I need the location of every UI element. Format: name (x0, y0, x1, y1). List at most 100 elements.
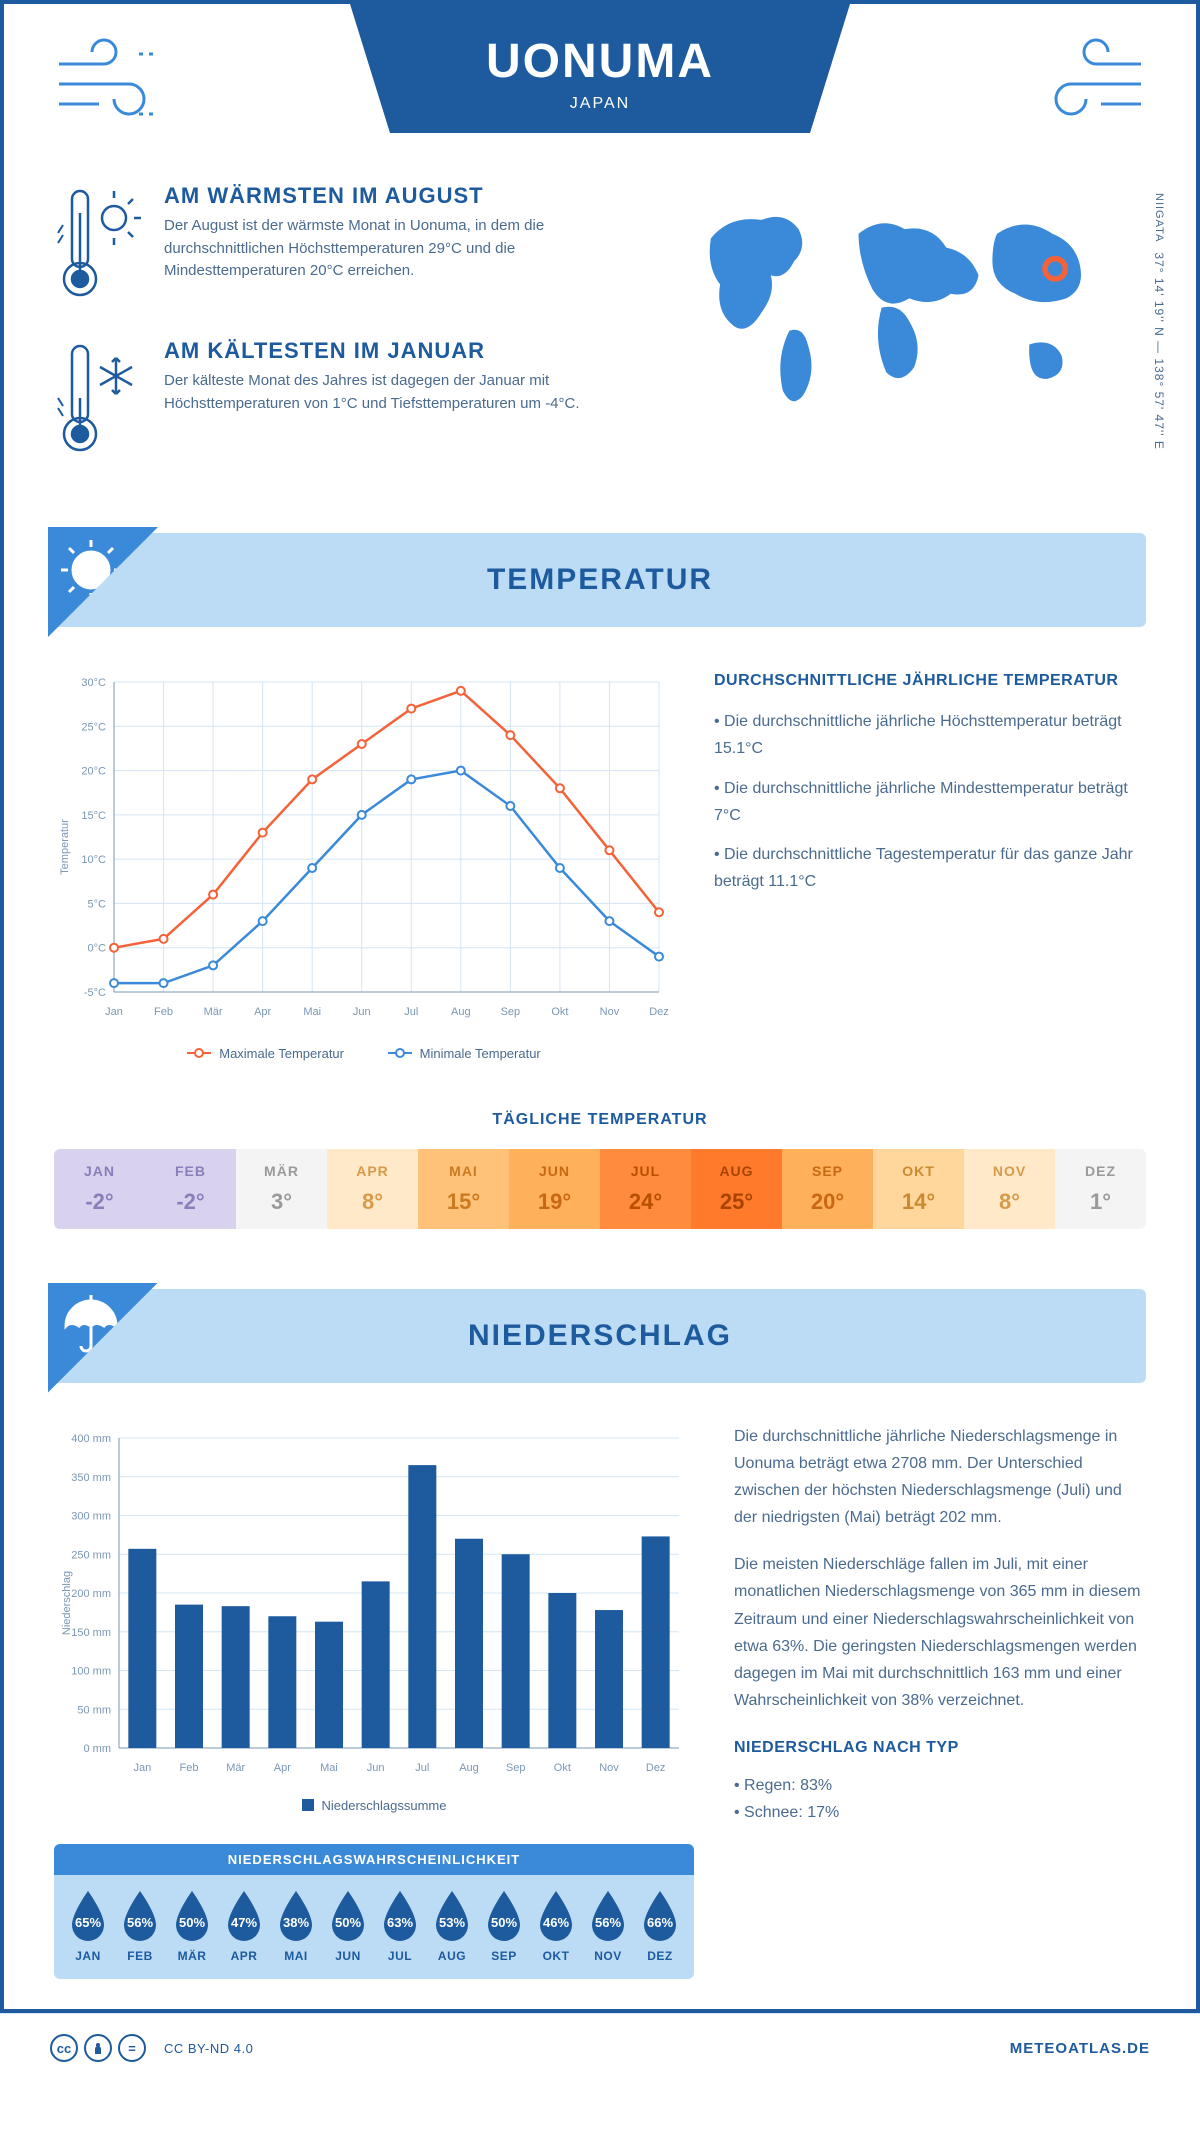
daily-cell: MÄR3° (236, 1149, 327, 1229)
svg-text:Niederschlag: Niederschlag (61, 1570, 73, 1634)
daily-temp-title: TÄGLICHE TEMPERATUR (54, 1111, 1146, 1129)
svg-text:-5°C: -5°C (84, 987, 106, 999)
svg-text:Sep: Sep (501, 1006, 521, 1018)
svg-text:Aug: Aug (459, 1762, 479, 1774)
coordinates: NIIGATA37° 14' 19'' N — 138° 57' 47'' E (1152, 193, 1166, 450)
svg-text:Jan: Jan (105, 1006, 123, 1018)
svg-text:Jan: Jan (133, 1762, 151, 1774)
svg-text:20°C: 20°C (81, 766, 106, 778)
svg-text:Mär: Mär (204, 1006, 223, 1018)
temperature-title: TEMPERATUR (74, 563, 1126, 597)
cc-icon: cc (50, 2034, 78, 2062)
daily-cell: SEP20° (782, 1149, 873, 1229)
country-subtitle: JAPAN (370, 95, 830, 113)
svg-text:0°C: 0°C (88, 943, 107, 955)
svg-text:Apr: Apr (254, 1006, 271, 1018)
precip-paragraph-2: Die meisten Niederschläge fallen im Juli… (734, 1551, 1146, 1714)
svg-text:Jul: Jul (415, 1762, 429, 1774)
daily-temp-grid: JAN-2°FEB-2°MÄR3°APR8°MAI15°JUN19°JUL24°… (54, 1149, 1146, 1229)
temperature-section-banner: TEMPERATUR (54, 533, 1146, 627)
svg-text:Okt: Okt (554, 1762, 571, 1774)
footer: cc = CC BY-ND 4.0 METEOATLAS.DE (0, 2013, 1200, 2082)
svg-text:50 mm: 50 mm (77, 1704, 111, 1716)
svg-text:Apr: Apr (274, 1762, 291, 1774)
svg-text:5°C: 5°C (88, 898, 107, 910)
svg-text:Okt: Okt (551, 1006, 568, 1018)
daily-cell: OKT14° (873, 1149, 964, 1229)
svg-text:Sep: Sep (506, 1762, 526, 1774)
svg-text:300 mm: 300 mm (71, 1510, 111, 1522)
thermometer-snow-icon (54, 338, 144, 458)
svg-text:400 mm: 400 mm (71, 1433, 111, 1445)
svg-text:Jun: Jun (353, 1006, 371, 1018)
temperature-line-chart: -5°C 0°C 5°C 10°C 15°C 20°C 25°C 30°C Jan Feb Mär A… (54, 667, 674, 1027)
svg-text:10°C: 10°C (81, 854, 106, 866)
drop-cell: 46% OKT (532, 1889, 580, 1963)
by-icon (84, 2034, 112, 2062)
coldest-fact: AM KÄLTESTEN IM JANUAR Der kälteste Mona… (54, 338, 605, 463)
precip-bar-chart: 0 mm50 mm100 mm150 mm200 mm250 mm300 mm3… (54, 1423, 694, 1783)
svg-text:100 mm: 100 mm (71, 1665, 111, 1677)
svg-text:Mai: Mai (320, 1762, 338, 1774)
svg-text:15°C: 15°C (81, 810, 106, 822)
svg-text:Nov: Nov (599, 1762, 619, 1774)
daily-cell: AUG25° (691, 1149, 782, 1229)
svg-text:Jun: Jun (367, 1762, 385, 1774)
svg-text:Jul: Jul (404, 1006, 418, 1018)
svg-text:Temperatur: Temperatur (59, 819, 71, 875)
temp-bullet-2: • Die durchschnittliche jährliche Mindes… (714, 775, 1146, 829)
precip-prob-title: NIEDERSCHLAGSWAHRSCHEINLICHKEIT (54, 1844, 694, 1875)
precip-snow: • Schnee: 17% (734, 1799, 1146, 1826)
city-title: UONUMA (370, 34, 830, 89)
daily-cell: DEZ1° (1055, 1149, 1146, 1229)
svg-text:Feb: Feb (154, 1006, 173, 1018)
daily-cell: JAN-2° (54, 1149, 145, 1229)
svg-text:Feb: Feb (180, 1762, 199, 1774)
precip-section-banner: NIEDERSCHLAG (54, 1289, 1146, 1383)
footer-brand: METEOATLAS.DE (1010, 2040, 1150, 2057)
precip-type-title: NIEDERSCHLAG NACH TYP (734, 1734, 1146, 1761)
daily-cell: JUL24° (600, 1149, 691, 1229)
drop-cell: 50% JUN (324, 1889, 372, 1963)
svg-text:350 mm: 350 mm (71, 1471, 111, 1483)
daily-cell: NOV8° (964, 1149, 1055, 1229)
wind-icon (1026, 34, 1146, 134)
license-text: CC BY-ND 4.0 (164, 2041, 253, 2056)
warmest-text: Der August ist der wärmste Monat in Uonu… (164, 215, 605, 283)
temperature-legend: Maximale Temperatur Minimale Temperatur (54, 1042, 674, 1061)
svg-text:Dez: Dez (646, 1762, 666, 1774)
temp-text-title: DURCHSCHNITTLICHE JÄHRLICHE TEMPERATUR (714, 667, 1146, 694)
world-map (645, 183, 1146, 423)
drop-cell: 50% SEP (480, 1889, 528, 1963)
svg-text:0 mm: 0 mm (84, 1743, 112, 1755)
svg-text:Aug: Aug (451, 1006, 471, 1018)
title-banner: UONUMA JAPAN (350, 4, 850, 133)
thermometer-sun-icon (54, 183, 144, 303)
drop-cell: 63% JUL (376, 1889, 424, 1963)
warmest-title: AM WÄRMSTEN IM AUGUST (164, 183, 605, 209)
svg-text:150 mm: 150 mm (71, 1626, 111, 1638)
drop-cell: 38% MAI (272, 1889, 320, 1963)
daily-cell: JUN19° (509, 1149, 600, 1229)
drop-cell: 65% JAN (64, 1889, 112, 1963)
precip-paragraph-1: Die durchschnittliche jährliche Niedersc… (734, 1423, 1146, 1532)
daily-cell: MAI15° (418, 1149, 509, 1229)
infographic-frame: UONUMA JAPAN AM WÄRMSTEN IM AUGUST Der A… (0, 0, 1200, 2013)
svg-text:200 mm: 200 mm (71, 1588, 111, 1600)
precip-probability-panel: NIEDERSCHLAGSWAHRSCHEINLICHKEIT 65% JAN … (54, 1844, 694, 1979)
nd-icon: = (118, 2034, 146, 2062)
coldest-text: Der kälteste Monat des Jahres ist dagege… (164, 370, 605, 415)
drop-cell: 53% AUG (428, 1889, 476, 1963)
svg-text:Nov: Nov (600, 1006, 620, 1018)
svg-text:Mär: Mär (226, 1762, 245, 1774)
wind-icon (54, 34, 174, 134)
drop-cell: 50% MÄR (168, 1889, 216, 1963)
temp-bullet-3: • Die durchschnittliche Tagestemperatur … (714, 841, 1146, 895)
drop-cell: 66% DEZ (636, 1889, 684, 1963)
daily-cell: APR8° (327, 1149, 418, 1229)
coldest-title: AM KÄLTESTEN IM JANUAR (164, 338, 605, 364)
license-icons: cc = CC BY-ND 4.0 (50, 2034, 253, 2062)
temp-bullet-1: • Die durchschnittliche jährliche Höchst… (714, 708, 1146, 762)
svg-text:25°C: 25°C (81, 721, 106, 733)
svg-text:30°C: 30°C (81, 677, 106, 689)
